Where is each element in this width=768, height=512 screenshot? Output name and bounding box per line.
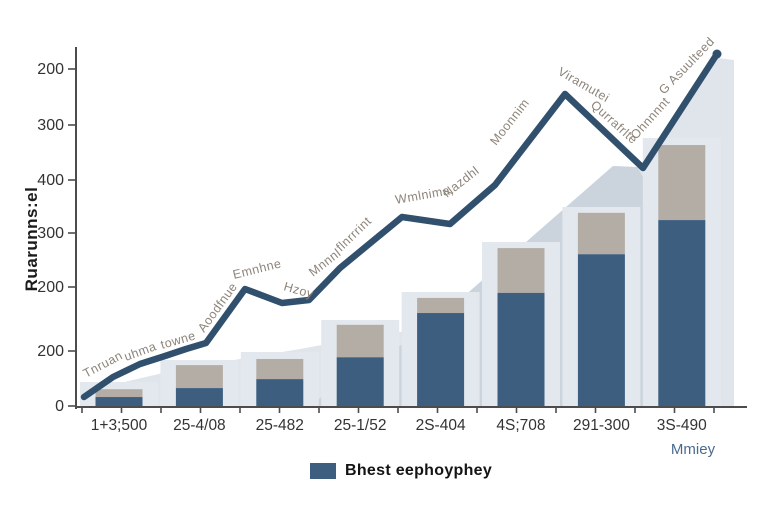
bar-segment-secondary	[658, 145, 706, 221]
x-tick-label: 25-4/08	[173, 417, 226, 434]
y-tick-label: 200	[37, 61, 64, 78]
bar-segment-primary	[658, 220, 706, 406]
y-tick-label: 400	[37, 172, 64, 189]
y-tick-label: 200	[37, 343, 64, 360]
legend-swatch	[310, 463, 336, 479]
line-annotation: Emnhne	[231, 256, 282, 282]
y-tick-label: 200	[37, 279, 64, 296]
line-annotation: Nazdhl	[440, 164, 482, 201]
trend-line-endpoint	[712, 49, 722, 59]
x-tick-label: 2S-404	[416, 417, 466, 434]
x-tick-label: 4S;708	[496, 417, 545, 434]
x-axis-unit-label: Mmiey	[670, 441, 716, 458]
line-annotation: Moonnim	[487, 96, 532, 148]
y-tick-label: 300	[37, 225, 64, 242]
bar-segment-primary	[417, 313, 465, 406]
bar-segment-primary	[577, 254, 625, 406]
bar-segment-secondary	[417, 297, 465, 314]
bar-segment-secondary	[577, 212, 625, 255]
x-tick-label: 25-1/52	[334, 417, 387, 434]
y-tick-label: 300	[37, 117, 64, 134]
x-tick-label: 1+3;500	[91, 417, 148, 434]
y-axis-title: Ruarunns:el	[22, 186, 41, 292]
legend: Bhest eephoyphey	[310, 462, 492, 480]
x-tick-label: 3S-490	[657, 417, 707, 434]
x-tick-label: 25-482	[256, 417, 304, 434]
y-tick-label: 0	[55, 398, 64, 415]
bar-segment-secondary	[256, 358, 304, 380]
bar-segment-primary	[497, 292, 545, 406]
bar-segment-primary	[175, 388, 223, 406]
bar-segment-secondary	[175, 365, 223, 389]
trend-line	[80, 50, 721, 401]
bar-segment-primary	[256, 379, 304, 406]
bar-segment-secondary	[497, 248, 545, 293]
bar-segment-secondary	[336, 324, 384, 358]
legend-label: Bhest eephoyphey	[345, 462, 493, 479]
x-tick-label: 291-300	[573, 417, 630, 434]
bar-segment-secondary	[95, 389, 143, 398]
bar-segment-primary	[95, 397, 143, 406]
bar-segment-primary	[336, 357, 384, 406]
